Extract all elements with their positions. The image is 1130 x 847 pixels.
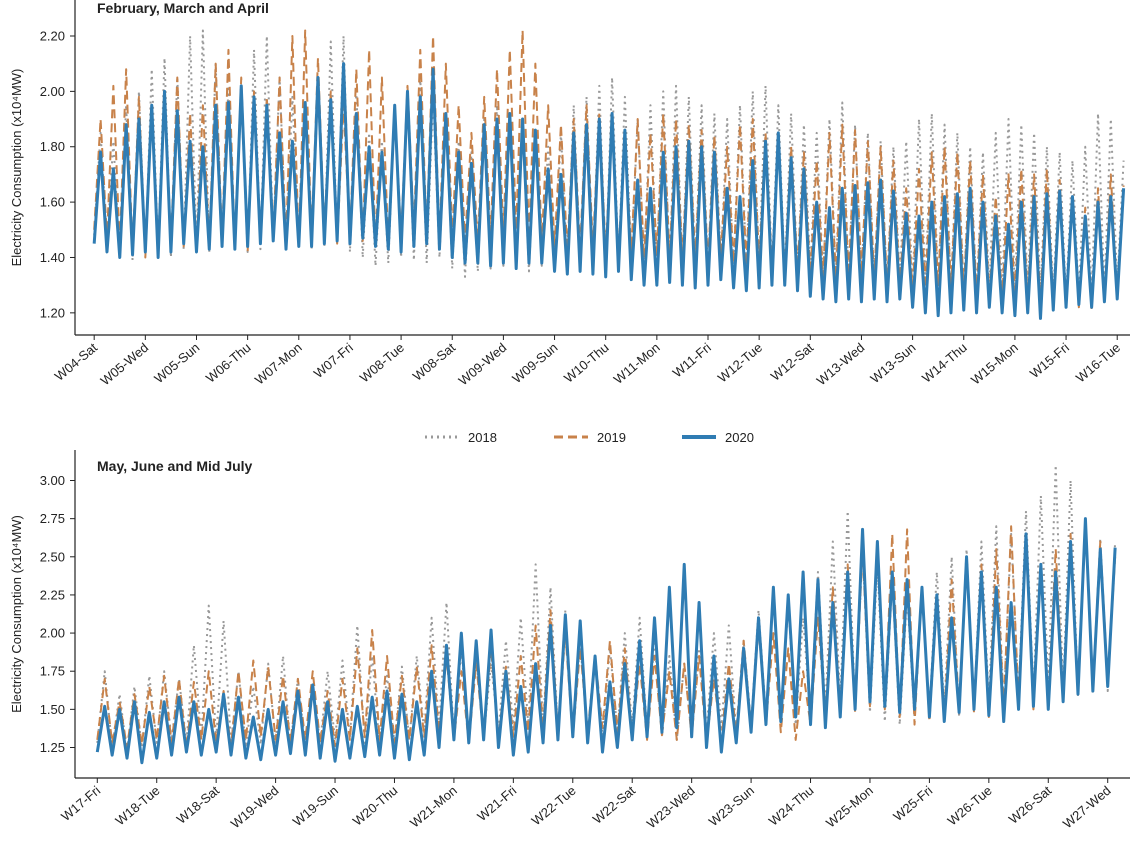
x-tick-label: W05-Wed [98, 340, 152, 388]
chart-title: May, June and Mid July [97, 458, 253, 474]
x-tick-label: W21-Mon [407, 783, 460, 831]
legend-label: 2020 [725, 430, 754, 445]
x-tick-label: W09-Sun [509, 340, 560, 386]
x-tick-label: W21-Fri [474, 783, 519, 824]
y-tick-label: 1.25 [40, 740, 65, 755]
x-tick-label: W23-Sun [706, 783, 757, 829]
y-tick-label: 1.40 [40, 250, 65, 265]
x-tick-label: W11-Mon [611, 340, 663, 387]
y-tick-label: 2.25 [40, 587, 65, 602]
x-tick-label: W12-Tue [715, 340, 765, 386]
x-tick-label: W25-Mon [823, 783, 876, 831]
y-tick-label: 2.50 [40, 549, 65, 564]
x-tick-label: W08-Sat [410, 340, 459, 384]
x-tick-label: W13-Wed [814, 340, 868, 388]
x-tick-label: W05-Sun [151, 340, 202, 386]
x-tick-label: W14-Thu [919, 340, 970, 386]
x-tick-label: W12-Sat [768, 340, 817, 384]
y-tick-label: 3.00 [40, 473, 65, 488]
x-tick-label: W15-Mon [968, 340, 1021, 388]
y-tick-label: 1.80 [40, 139, 65, 154]
y-tick-label: 2.00 [40, 84, 65, 99]
x-tick-label: W07-Mon [252, 340, 305, 388]
x-tick-label: W26-Sat [1006, 783, 1055, 827]
x-tick-label: W06-Thu [203, 340, 254, 386]
y-tick-label: 1.75 [40, 664, 65, 679]
x-tick-label: W27-Wed [1060, 783, 1114, 831]
chart-title: February, March and April [97, 0, 269, 16]
x-tick-label: W07-Fri [311, 340, 356, 381]
x-tick-label: W20-Thu [350, 783, 401, 829]
x-tick-label: W26-Tue [945, 783, 995, 829]
x-tick-label: W18-Sat [174, 783, 223, 827]
series-line [95, 517, 1117, 765]
y-tick-label: 2.00 [40, 626, 65, 641]
x-tick-label: W13-Sun [867, 340, 918, 386]
y-tick-label: 2.20 [40, 28, 65, 43]
x-tick-label: W17-Fri [58, 783, 103, 824]
x-tick-label: W22-Tue [528, 783, 578, 829]
x-tick-label: W16-Tue [1073, 340, 1123, 386]
y-axis-label: Electricity Consumption (x10⁴MW) [9, 69, 24, 267]
x-tick-label: W08-Tue [357, 340, 407, 386]
series-line [92, 62, 1126, 320]
x-tick-label: W19-Sun [290, 783, 341, 829]
y-tick-label: 1.50 [40, 702, 65, 717]
legend-label: 2019 [597, 430, 626, 445]
x-tick-label: W24-Thu [766, 783, 817, 829]
x-tick-label: W10-Thu [561, 340, 612, 386]
x-tick-label: W11-Fri [670, 340, 714, 381]
x-tick-label: W22-Sat [590, 783, 639, 827]
y-tick-label: 2.75 [40, 511, 65, 526]
x-tick-label: W15-Fri [1027, 340, 1072, 381]
x-tick-label: W09-Wed [456, 340, 510, 388]
legend-label: 2018 [468, 430, 497, 445]
x-tick-label: W18-Tue [112, 783, 162, 829]
y-axis-label: Electricity Consumption (x10⁴MW) [9, 515, 24, 713]
y-tick-label: 1.60 [40, 195, 65, 210]
y-tick-label: 1.20 [40, 305, 65, 320]
x-tick-label: W19-Wed [228, 783, 282, 831]
x-tick-label: W23-Wed [644, 783, 698, 831]
x-tick-label: W25-Fri [890, 783, 935, 824]
x-tick-label: W04-Sat [52, 340, 101, 384]
